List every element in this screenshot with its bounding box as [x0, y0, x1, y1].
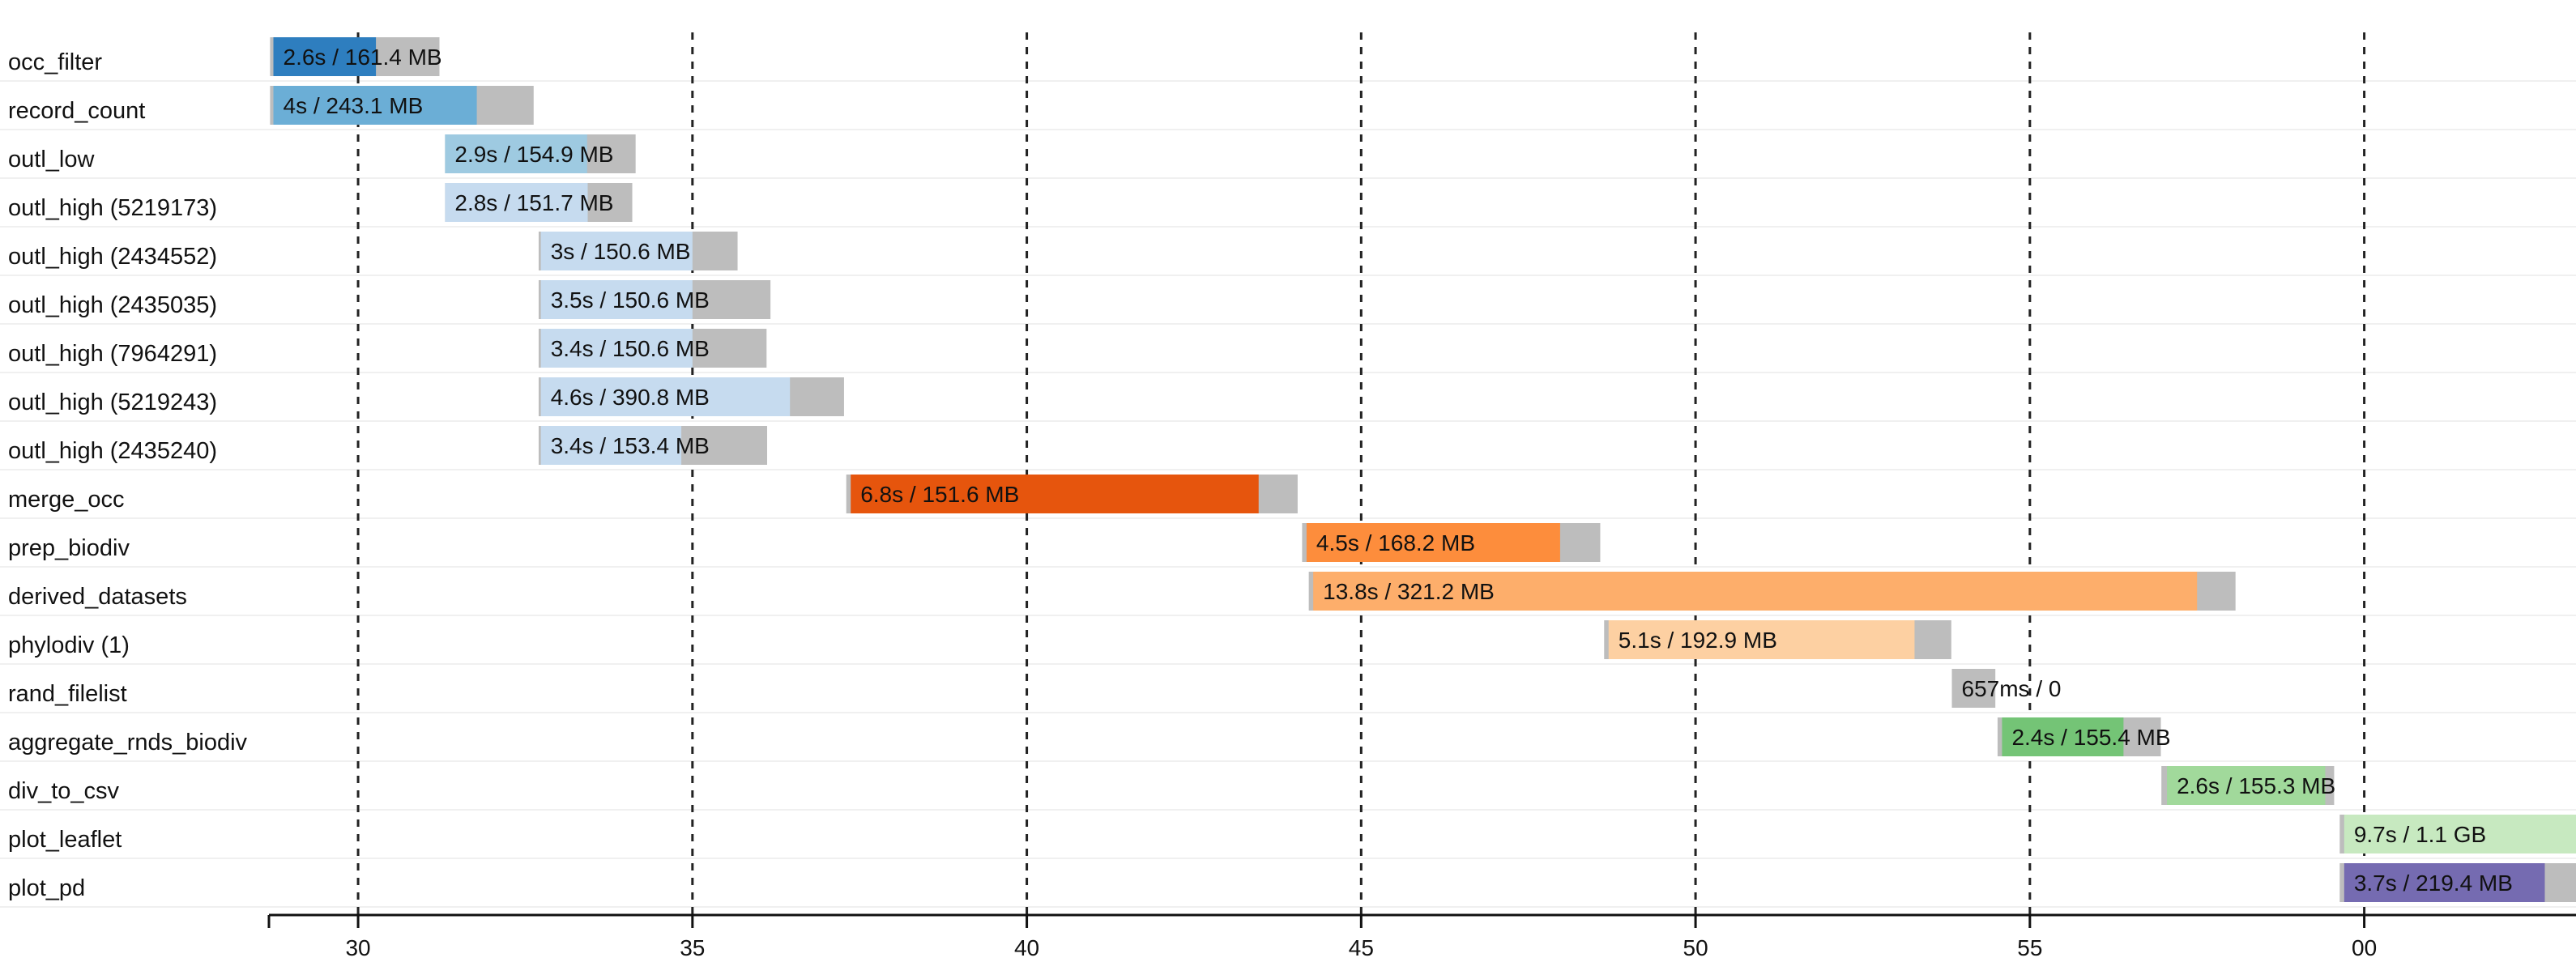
bar-label: 2.9s / 154.9 MB: [454, 142, 613, 167]
task-name-label: prep_biodiv: [8, 535, 130, 561]
task-run-bar: [540, 426, 682, 465]
task-labels: occ_filter record_count outl_low outl_high …: [8, 49, 248, 901]
bar-label: 657ms / 0: [1962, 676, 2062, 701]
bar-label: 5.1s / 192.9 MB: [1619, 628, 1777, 653]
x-tick-label: 50: [1683, 935, 1708, 960]
task-run-bar: [2167, 766, 2326, 805]
task-run-bar: [540, 329, 693, 368]
bar-label: 2.6s / 155.3 MB: [2177, 773, 2335, 798]
x-tick-label: 45: [1349, 935, 1374, 960]
task-run-bar: [273, 86, 477, 125]
bar-label: 13.8s / 321.2 MB: [1323, 579, 1495, 604]
x-tick-label: 00: [2352, 935, 2377, 960]
task-run-bar: [540, 280, 693, 319]
row-separators: [0, 80, 2576, 908]
bar-label: 4s / 243.1 MB: [284, 93, 424, 118]
task-name-label: div_to_csv: [8, 778, 120, 804]
task-run-bar: [1313, 572, 2198, 611]
task-name-label: plot_leaflet: [8, 827, 122, 853]
task-run-bar: [2002, 717, 2124, 756]
task-name-label: outl_low: [8, 147, 95, 172]
vertical-gridlines: [356, 32, 2366, 915]
bar-label: 2.8s / 151.7 MB: [454, 190, 613, 215]
task-name-label: outl_high (5219173): [8, 195, 217, 221]
task-run-bar: [1608, 620, 1915, 659]
task-name-label: plot_pd: [8, 875, 85, 901]
task-run-bar: [851, 475, 1259, 513]
bar-label: 2.4s / 155.4 MB: [2011, 725, 2170, 750]
x-axis: 30 35 40 45 50 55 00: [267, 913, 2576, 960]
bar-label: 2.6s / 161.4 MB: [284, 45, 442, 70]
task-total-bar: [1951, 669, 1996, 708]
x-tick-label: 35: [680, 935, 705, 960]
task-run-bar: [540, 377, 791, 416]
bar-label: 3.4s / 153.4 MB: [551, 433, 710, 458]
task-run-bar: [445, 183, 588, 222]
task-run-bar: [540, 232, 693, 270]
task-run-bar: [2344, 863, 2545, 902]
task-run-bar: [273, 37, 377, 76]
task-name-label: phylodiv (1): [8, 632, 130, 658]
bar-label: 3s / 150.6 MB: [551, 239, 691, 264]
task-run-bar: [1306, 523, 1560, 562]
task-name-label: outl_high (7964291): [8, 341, 217, 367]
task-bars: 2.6s / 161.4 MB 4s / 243.1 MB 2.9s / 154.9…: [270, 37, 2576, 902]
task-name-label: merge_occ: [8, 487, 124, 513]
task-name-label: derived_datasets: [8, 584, 187, 610]
task-run-bar: [445, 134, 587, 173]
task-run-bar: [2344, 815, 2576, 853]
bar-label: 9.7s / 1.1 GB: [2354, 822, 2486, 847]
bar-label: 4.6s / 390.8 MB: [551, 385, 710, 410]
bar-label: 3.7s / 219.4 MB: [2354, 870, 2513, 896]
bar-label: 3.5s / 150.6 MB: [551, 287, 710, 313]
x-tick-label: 55: [2017, 935, 2042, 960]
bar-label: 3.4s / 150.6 MB: [551, 336, 710, 361]
task-name-label: occ_filter: [8, 49, 102, 75]
task-name-label: rand_filelist: [8, 681, 127, 707]
bar-label: 4.5s / 168.2 MB: [1316, 530, 1475, 555]
task-name-label: outl_high (2435240): [8, 438, 217, 464]
task-name-label: outl_high (2434552): [8, 244, 217, 270]
task-name-label: outl_high (5219243): [8, 389, 217, 415]
x-tick-label: 40: [1014, 935, 1039, 960]
task-name-label: aggregate_rnds_biodiv: [8, 730, 248, 756]
x-tick-label: 30: [345, 935, 370, 960]
bar-label: 6.8s / 151.6 MB: [860, 482, 1019, 507]
task-name-label: record_count: [8, 98, 145, 124]
task-name-label: outl_high (2435035): [8, 292, 217, 318]
